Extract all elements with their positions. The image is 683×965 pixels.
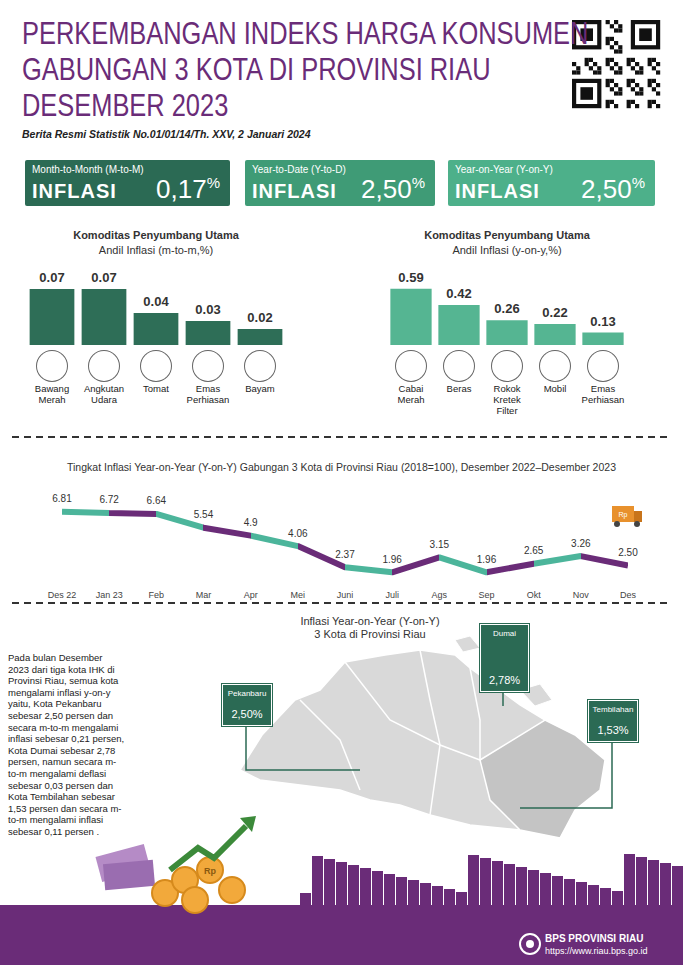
svg-text:1.96: 1.96 [477, 554, 497, 565]
html-text:3 Kota di Provinsi Riau: 3 Kota di Provinsi Riau [314, 628, 426, 640]
svg-text:Beras: Beras [447, 383, 472, 394]
svg-text:4.9: 4.9 [244, 517, 258, 528]
svg-text:0.42: 0.42 [446, 286, 471, 301]
svg-text:Des: Des [620, 590, 637, 600]
svg-text:Sep: Sep [478, 590, 494, 600]
svg-text:Komoditas Penyumbang Utama: Komoditas Penyumbang Utama [424, 229, 591, 241]
html-text:0,17%: 0,17% [156, 174, 220, 204]
svg-text:Rokok: Rokok [494, 383, 521, 394]
html-text:Tembilahan: Tembilahan [592, 705, 634, 714]
html-text:DESEMBER 2023: DESEMBER 2023 [22, 88, 229, 123]
svg-text:2.50: 2.50 [618, 547, 638, 558]
svg-text:Kretek: Kretek [493, 394, 521, 405]
html-text:Year-to-Date (Y-to-D): Year-to-Date (Y-to-D) [252, 164, 346, 175]
svg-text:Filter: Filter [496, 405, 517, 416]
svg-text:0.26: 0.26 [494, 301, 519, 316]
html-text:GABUNGAN 3 KOTA DI PROVINSI RI: GABUNGAN 3 KOTA DI PROVINSI RIAU [22, 52, 491, 87]
svg-text:Andil Inflasi (y-on-y,%): Andil Inflasi (y-on-y,%) [452, 244, 561, 256]
svg-text:5.54: 5.54 [194, 509, 214, 520]
svg-text:6.64: 6.64 [147, 495, 167, 506]
svg-text:2.37: 2.37 [335, 549, 355, 560]
html-text:2,50%: 2,50% [231, 708, 263, 720]
svg-text:Rp: Rp [204, 866, 216, 876]
svg-text:Tingkat Inflasi Year-on-Year (: Tingkat Inflasi Year-on-Year (Y-on-Y) Ga… [67, 461, 616, 473]
svg-text:0.22: 0.22 [542, 305, 567, 320]
svg-text:4.06: 4.06 [288, 528, 308, 539]
svg-text:Mobil: Mobil [544, 383, 567, 394]
svg-text:6.81: 6.81 [52, 493, 72, 504]
svg-text:6.72: 6.72 [99, 494, 119, 505]
svg-text:Juli: Juli [385, 590, 399, 600]
svg-text:3.26: 3.26 [571, 538, 591, 549]
svg-text:Mei: Mei [291, 590, 306, 600]
svg-text:Bawang: Bawang [35, 383, 69, 394]
svg-text:0.07: 0.07 [39, 270, 64, 285]
html-text:Year-on-Year (Y-on-Y): Year-on-Year (Y-on-Y) [455, 164, 553, 175]
svg-text:0.59: 0.59 [398, 270, 423, 285]
svg-text:Bayam: Bayam [245, 383, 275, 394]
html-text:Berita Resmi Statistik No.01/0: Berita Resmi Statistik No.01/01/14/Th. X… [22, 128, 311, 140]
svg-text:Cabai: Cabai [399, 383, 424, 394]
html-text:2,50%: 2,50% [361, 174, 425, 204]
svg-text:Emas: Emas [196, 383, 221, 394]
html-text:2,78%: 2,78% [488, 674, 521, 686]
svg-text:Merah: Merah [39, 394, 66, 405]
svg-text:Angkutan: Angkutan [84, 383, 124, 394]
svg-text:Mar: Mar [196, 590, 212, 600]
html-text:INFLASI: INFLASI [32, 180, 117, 202]
svg-text:Des 22: Des 22 [48, 590, 77, 600]
svg-text:Juni: Juni [337, 590, 354, 600]
svg-text:Ags: Ags [432, 590, 448, 600]
svg-text:Jan 23: Jan 23 [96, 590, 123, 600]
html-text:Month-to-Month (M-to-M): Month-to-Month (M-to-M) [32, 164, 144, 175]
html-text:Dumai: Dumai [492, 629, 517, 638]
svg-text:Perhiasan: Perhiasan [582, 394, 625, 405]
html-text:INFLASI: INFLASI [455, 180, 540, 202]
html-text:Pada bulan Desember 2023 dari: Pada bulan Desember 2023 dari tiga kota … [8, 652, 125, 837]
svg-text:Tomat: Tomat [143, 383, 169, 394]
html-text:https://www.riau.bps.go.id: https://www.riau.bps.go.id [545, 946, 648, 956]
svg-text:Feb: Feb [149, 590, 165, 600]
html-text:BPS PROVINSI RIAU: BPS PROVINSI RIAU [545, 933, 644, 944]
svg-text:Emas: Emas [591, 383, 616, 394]
svg-text:Komoditas Penyumbang Utama: Komoditas Penyumbang Utama [73, 229, 240, 241]
html-text:INFLASI: INFLASI [252, 180, 337, 202]
svg-text:Okt: Okt [527, 590, 542, 600]
svg-text:Nov: Nov [573, 590, 590, 600]
html-text:Pekanbaru: Pekanbaru [227, 689, 267, 698]
svg-text:0.13: 0.13 [590, 314, 615, 329]
svg-text:1.96: 1.96 [382, 554, 402, 565]
svg-text:Andil Inflasi (m-to-m,%): Andil Inflasi (m-to-m,%) [99, 244, 213, 256]
svg-text:2.65: 2.65 [524, 545, 544, 556]
svg-text:0.02: 0.02 [247, 310, 272, 325]
svg-text:Rp: Rp [619, 511, 628, 519]
svg-text:Udara: Udara [91, 394, 118, 405]
svg-text:0.04: 0.04 [143, 294, 169, 309]
svg-text:3.15: 3.15 [430, 539, 450, 550]
svg-text:0.07: 0.07 [91, 270, 116, 285]
html-text:Inflasi Year-on-Year (Y-on-Y): Inflasi Year-on-Year (Y-on-Y) [300, 615, 440, 627]
html-text:PERKEMBANGAN INDEKS HARGA KONS: PERKEMBANGAN INDEKS HARGA KONSUMEN [22, 16, 589, 51]
svg-text:0.03: 0.03 [195, 302, 220, 317]
svg-text:Merah: Merah [398, 394, 425, 405]
html-text:1,53%: 1,53% [597, 724, 629, 736]
svg-text:Apr: Apr [244, 590, 258, 600]
svg-text:Perhiasan: Perhiasan [187, 394, 230, 405]
html-text:2,50%: 2,50% [581, 174, 645, 204]
